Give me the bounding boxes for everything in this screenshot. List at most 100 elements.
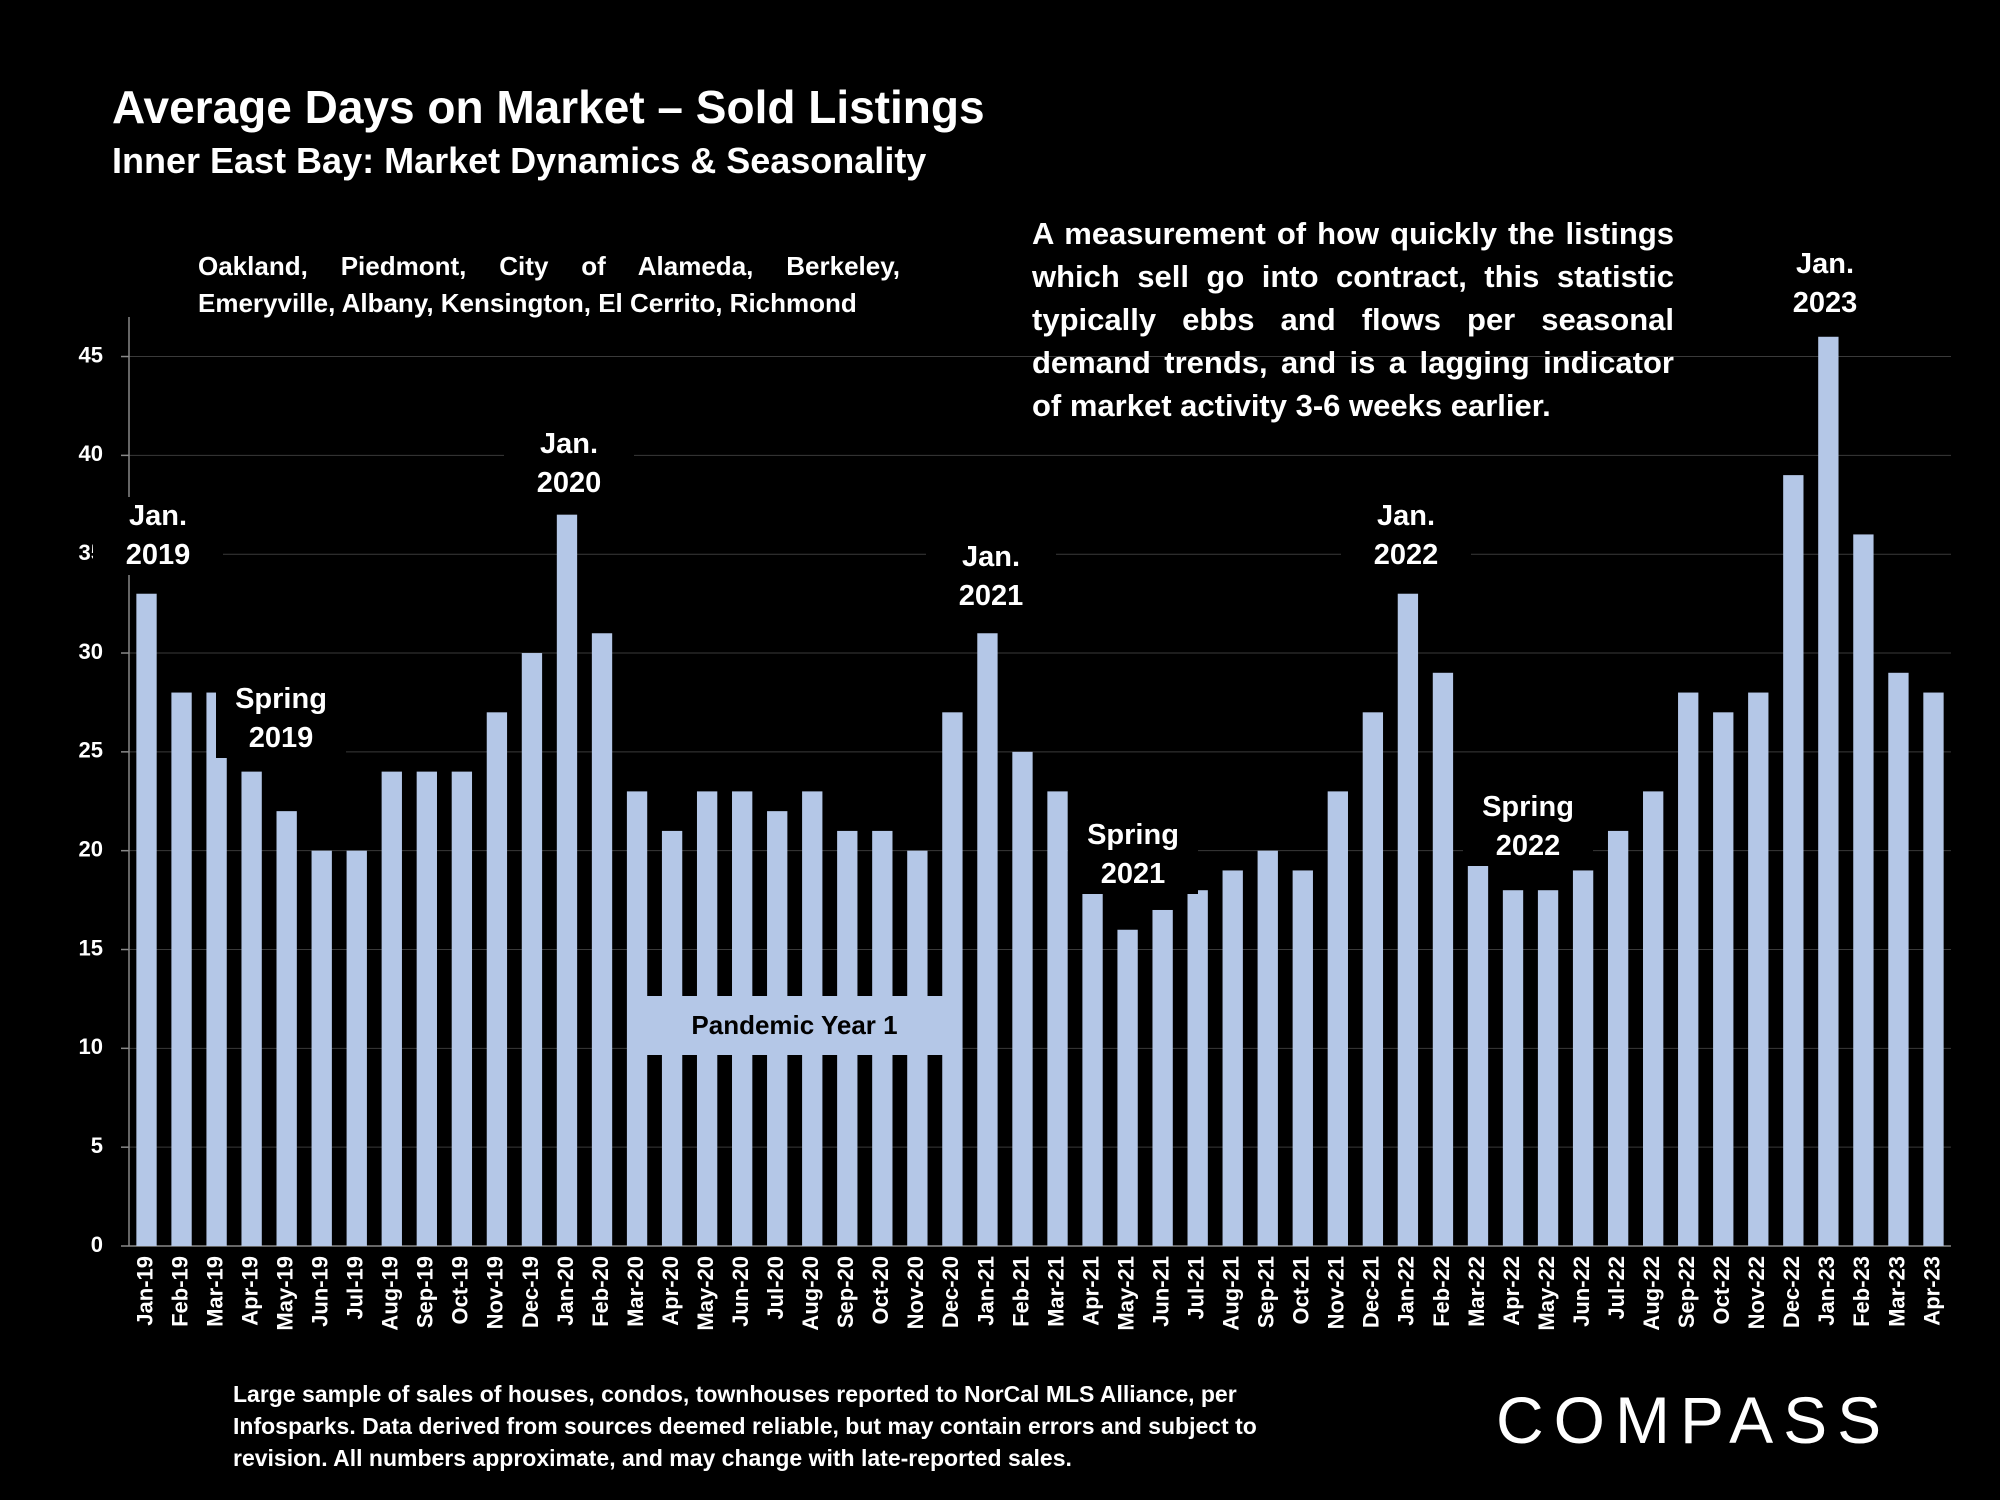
bar	[416, 771, 437, 1246]
bar	[1502, 890, 1524, 1246]
x-tick-label: Dec-22	[1779, 1256, 1804, 1328]
x-tick-label: May-20	[693, 1256, 718, 1331]
bar	[1572, 870, 1594, 1246]
bar	[521, 653, 543, 1246]
bar	[381, 771, 402, 1246]
annotation: Pandemic Year 1	[644, 996, 945, 1055]
x-tick-label: Jun-22	[1569, 1256, 1594, 1327]
bar	[1362, 712, 1384, 1246]
y-tick-label: 5	[91, 1133, 103, 1158]
brand-logo: COMPASS	[1496, 1383, 1892, 1457]
x-tick-label: Feb-20	[588, 1256, 613, 1327]
bar	[1643, 791, 1664, 1246]
x-tick-label: Jul-22	[1604, 1256, 1629, 1320]
y-tick-label: 10	[79, 1034, 103, 1059]
x-tick-label: Feb-19	[167, 1256, 192, 1327]
x-tick-label: Mar-22	[1464, 1256, 1489, 1327]
x-tick-label: Feb-23	[1849, 1256, 1874, 1327]
bar	[1117, 929, 1138, 1246]
x-tick-label: May-19	[272, 1256, 297, 1331]
x-tick-label: Dec-19	[518, 1256, 543, 1328]
bar	[1432, 672, 1454, 1246]
x-tick-label: Sep-22	[1674, 1256, 1699, 1328]
x-tick-label: Aug-21	[1219, 1256, 1244, 1331]
bar	[1923, 692, 1944, 1246]
x-tick-label: Nov-22	[1744, 1256, 1769, 1329]
annotation: Jan. 2021	[926, 538, 1056, 616]
x-tick-label: Jan-22	[1394, 1256, 1419, 1326]
y-tick-label: 25	[79, 738, 103, 763]
x-tick-label: May-21	[1113, 1256, 1138, 1331]
bar	[486, 712, 508, 1246]
x-tick-label: Jul-20	[763, 1256, 788, 1320]
bar	[171, 692, 192, 1246]
y-tick-label: 15	[79, 935, 103, 960]
x-tick-label: Nov-21	[1324, 1256, 1349, 1329]
bar	[276, 811, 297, 1246]
bar	[1607, 830, 1629, 1246]
bar	[556, 514, 578, 1246]
bar	[1818, 336, 1839, 1246]
x-tick-label: Oct-21	[1289, 1256, 1314, 1324]
annotation: Jan. 2022	[1341, 497, 1471, 575]
x-tick-label: Oct-19	[448, 1256, 473, 1324]
bar	[591, 633, 613, 1246]
y-tick-label: 20	[79, 836, 103, 861]
x-tick-label: Jul-21	[1183, 1256, 1208, 1320]
bar	[1748, 692, 1769, 1246]
bar	[1853, 534, 1874, 1246]
x-tick-label: Jan-19	[132, 1256, 157, 1326]
x-tick-label: Apr-21	[1078, 1256, 1103, 1326]
x-tick-label: Mar-23	[1884, 1256, 1909, 1327]
bar	[977, 633, 998, 1246]
x-tick-label: Jan-21	[973, 1256, 998, 1326]
bar	[1537, 890, 1559, 1246]
x-tick-label: Feb-22	[1429, 1256, 1454, 1327]
x-tick-label: Oct-22	[1709, 1256, 1734, 1324]
x-tick-label: Aug-19	[378, 1256, 403, 1331]
x-tick-label: Sep-20	[833, 1256, 858, 1328]
x-tick-label: May-22	[1534, 1256, 1559, 1331]
bar	[1397, 593, 1419, 1246]
y-tick-label: 40	[79, 441, 103, 466]
x-tick-label: Sep-19	[413, 1256, 438, 1328]
bar	[1082, 890, 1103, 1246]
bar	[346, 850, 367, 1246]
annotation: Jan. 2019	[93, 497, 223, 575]
annotation: Jan. 2020	[504, 425, 634, 503]
x-tick-label: Apr-19	[237, 1256, 262, 1326]
x-tick-label: Nov-20	[903, 1256, 928, 1329]
footnote: Large sample of sales of houses, condos,…	[233, 1381, 1257, 1471]
y-tick-label: 45	[79, 342, 103, 367]
x-tick-label: Feb-21	[1008, 1256, 1033, 1327]
chart-subtitle: Inner East Bay: Market Dynamics & Season…	[112, 140, 927, 181]
x-tick-label: Apr-22	[1499, 1256, 1524, 1326]
x-tick-label: Jan-20	[553, 1256, 578, 1326]
annotation: Spring 2022	[1463, 788, 1593, 866]
annotation: Spring 2021	[1068, 816, 1198, 894]
x-tick-label: Mar-21	[1043, 1256, 1068, 1327]
x-tick-label: Jul-19	[343, 1256, 368, 1320]
y-tick-label: 0	[91, 1232, 103, 1257]
bar	[241, 771, 262, 1246]
bar	[1257, 850, 1278, 1246]
bar	[136, 593, 157, 1246]
x-tick-label: Aug-22	[1639, 1256, 1664, 1331]
x-tick-label: Jun-20	[728, 1256, 753, 1327]
bar	[451, 771, 473, 1246]
annotation: Spring 2019	[216, 680, 346, 758]
bar	[1292, 870, 1313, 1246]
x-tick-label: Jun-19	[308, 1256, 333, 1327]
x-tick-label: Mar-20	[623, 1256, 648, 1327]
y-tick-label: 30	[79, 639, 103, 664]
chart-title: Average Days on Market – Sold Listings	[112, 81, 985, 133]
x-tick-label: Dec-21	[1359, 1256, 1384, 1328]
bar	[1222, 870, 1243, 1246]
x-tick-label: Nov-19	[483, 1256, 508, 1329]
x-tick-label: Mar-19	[202, 1256, 227, 1327]
x-tick-label: Apr-20	[658, 1256, 683, 1326]
bar	[1783, 475, 1804, 1246]
bar	[1047, 791, 1068, 1246]
